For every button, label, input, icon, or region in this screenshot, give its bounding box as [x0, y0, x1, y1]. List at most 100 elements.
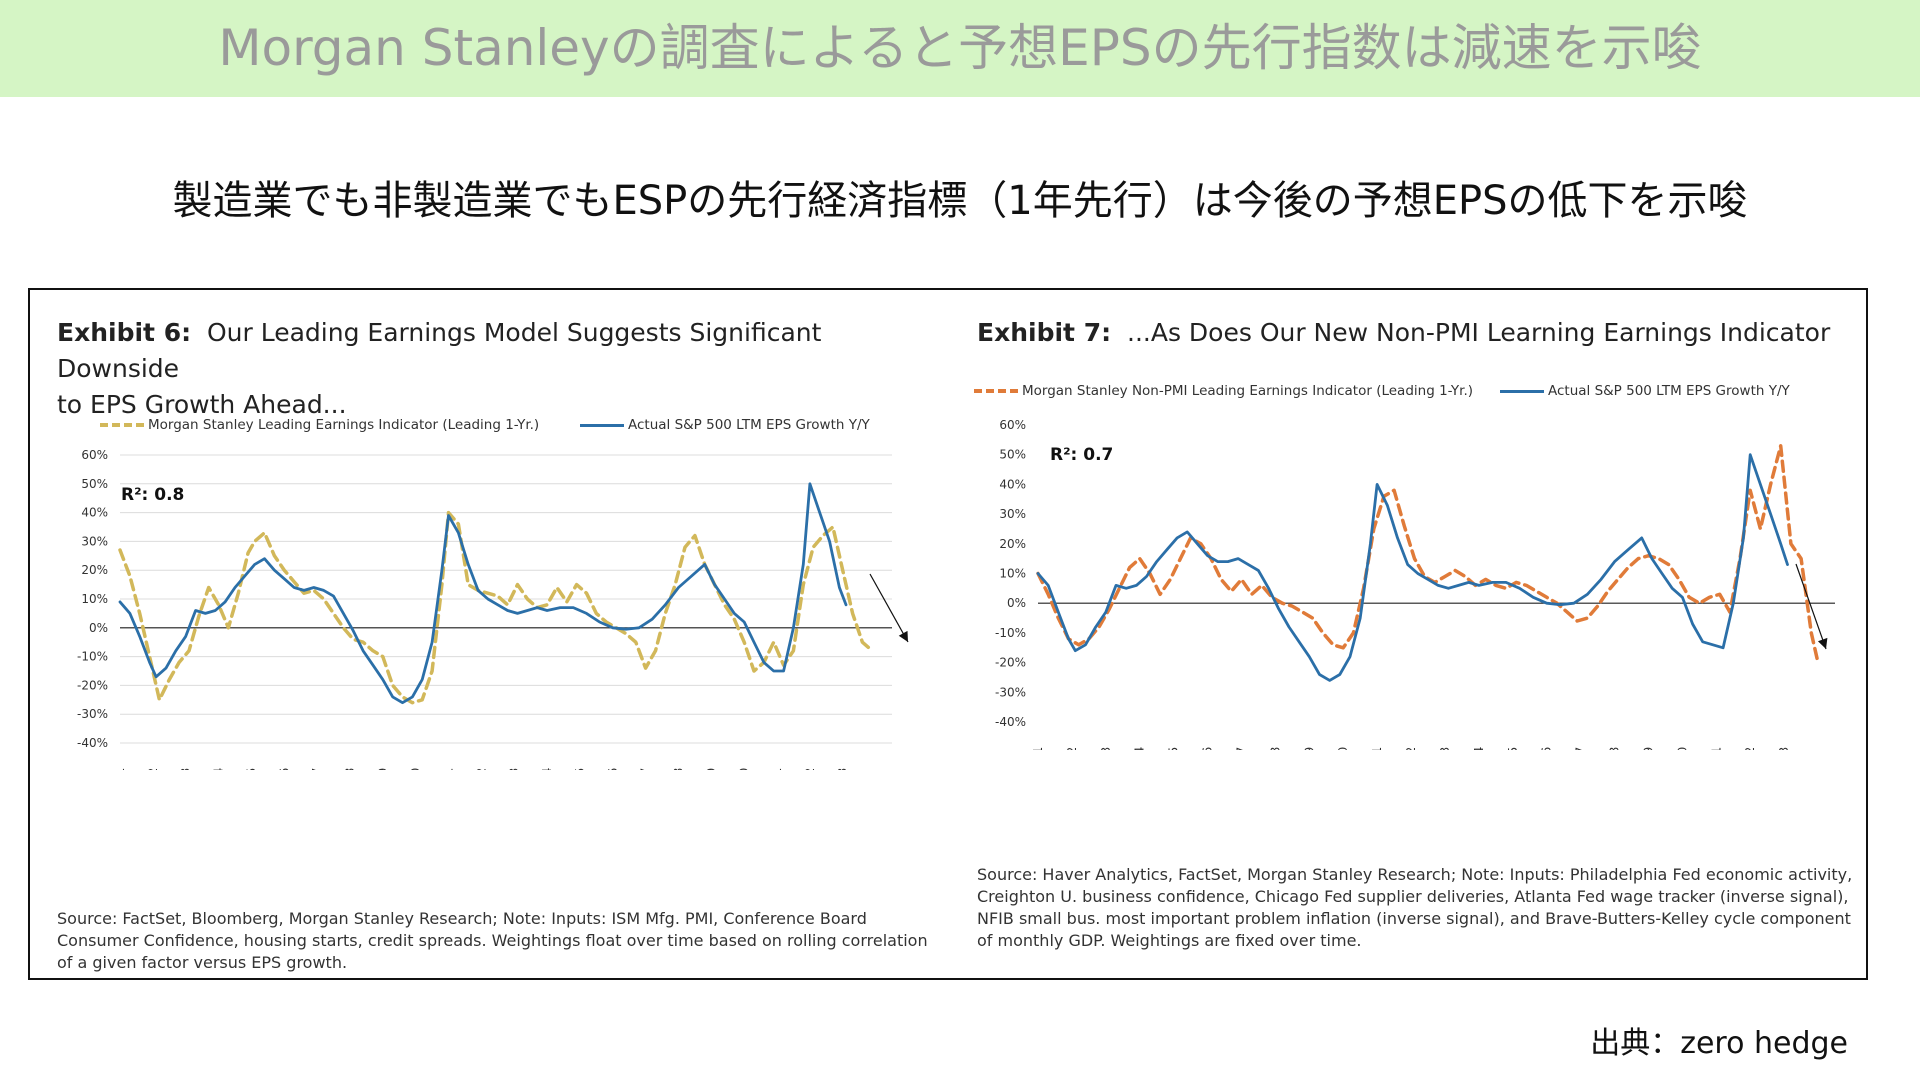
y-tick-label: 0%	[89, 621, 108, 635]
x-tick-label: 2005	[244, 768, 258, 770]
x-tick-label: 2020	[737, 768, 751, 770]
leading-indicator-line	[118, 510, 875, 705]
x-tick-label: 2014	[1472, 747, 1486, 750]
x-tick-label: 2023	[1777, 747, 1791, 750]
downside-arrow-head	[1817, 637, 1828, 649]
exhibit-6-title-line2: to EPS Growth Ahead...	[57, 390, 347, 419]
x-tick-label: 2002	[146, 768, 160, 770]
y-tick-label: -30%	[77, 707, 108, 721]
exhibit-6-title: Exhibit 6: Our Leading Earnings Model Su…	[57, 315, 940, 423]
x-tick-label: 2013	[1438, 747, 1452, 750]
x-tick-label: 2012	[1404, 747, 1418, 750]
exhibit-6-r2: R²: 0.8	[121, 485, 185, 505]
y-tick-label: -20%	[77, 678, 108, 692]
actual-eps-line	[118, 482, 848, 705]
legend-label: Actual S&P 500 LTM EPS Growth Y/Y	[1548, 383, 1790, 399]
x-tick-label: 2017	[639, 768, 653, 770]
x-tick-label: 2014	[540, 768, 554, 770]
y-tick-label: -10%	[995, 626, 1026, 640]
y-tick-label: 40%	[81, 506, 108, 520]
source-line: Source: FactSet, Bloomberg, Morgan Stanl…	[57, 909, 867, 928]
exhibit-7-legend: Morgan Stanley Non-PMI Leading Earnings …	[974, 383, 1854, 403]
y-tick-label: -10%	[77, 650, 108, 664]
source-line: Consumer Confidence, housing starts, cre…	[57, 931, 928, 950]
x-tick-label: 2021	[770, 768, 784, 770]
x-tick-label: 2001	[113, 768, 127, 770]
source-line: of a given factor versus EPS growth.	[57, 953, 348, 972]
legend-item-leading-indicator: Morgan Stanley Leading Earnings Indicato…	[100, 417, 539, 433]
legend-label: Morgan Stanley Non-PMI Leading Earnings …	[1022, 383, 1474, 399]
y-tick-label: 40%	[999, 477, 1026, 491]
y-tick-label: 60%	[999, 418, 1026, 432]
x-tick-label: 2015	[1506, 747, 1520, 750]
downside-arrow-head	[898, 630, 908, 642]
solid-line-swatch	[580, 423, 624, 427]
downside-arrow-line	[869, 573, 909, 643]
x-tick-label: 2017	[1574, 747, 1588, 750]
exhibit-7-r2: R²: 0.7	[1050, 445, 1114, 465]
x-tick-label: 2015	[573, 768, 587, 770]
actual-eps-line	[1036, 453, 1789, 682]
x-tick-label: 2006	[277, 768, 291, 770]
y-tick-label: 30%	[81, 534, 108, 548]
leading-indicator-line	[1036, 444, 1820, 665]
exhibit-7-chart: -40% -30% -20% -10% 0% 10% 20% 30% 40% 50% 60% 2001…	[995, 418, 1835, 750]
y-tick-label: 20%	[81, 563, 108, 577]
x-tick-label: 2018	[1608, 747, 1622, 750]
x-tick-label: 2008	[343, 768, 357, 770]
x-tick-label: 2019	[1641, 747, 1655, 750]
x-tick-label: 2007	[310, 768, 324, 770]
exhibit-7-source: Source: Haver Analytics, FactSet, Morgan…	[977, 864, 1852, 952]
dashed-line-swatch	[100, 423, 144, 427]
exhibit-6-title-line1: Our Leading Earnings Model Suggests Sign…	[57, 318, 822, 383]
legend-label: Morgan Stanley Leading Earnings Indicato…	[148, 417, 540, 433]
y-tick-label: 10%	[81, 592, 108, 606]
x-tick-label: 2009	[376, 768, 390, 770]
legend-label: Actual S&P 500 LTM EPS Growth Y/Y	[628, 417, 870, 433]
y-tick-label: -40%	[995, 715, 1026, 729]
exhibit-7-panel: Exhibit 7: ...As Does Our New Non-PMI Le…	[950, 290, 1868, 978]
x-tick-label: 2021	[1709, 747, 1723, 750]
x-tick-label: 2018	[671, 768, 685, 770]
source-line: of monthly GDP. Weightings are fixed ove…	[977, 931, 1362, 950]
x-tick-label: 2004	[212, 768, 226, 770]
exhibit-7-label: Exhibit 7:	[977, 318, 1112, 347]
x-tick-label: 2010	[409, 768, 423, 770]
page-subtitle: 製造業でも非製造業でもESPの先行経済指標（1年先行）は今後の予想EPSの低下を…	[172, 178, 1748, 224]
x-tick-label: 2016	[606, 768, 620, 770]
source-line: NFIB small bus. most important problem i…	[977, 909, 1851, 928]
exhibit-6-legend: Morgan Stanley Leading Earnings Indicato…	[100, 417, 920, 437]
downside-arrow-line	[1795, 563, 1827, 650]
exhibit-6-panel: Exhibit 6: Our Leading Earnings Model Su…	[30, 290, 940, 978]
x-tick-label: 2013	[507, 768, 521, 770]
x-tick-label: 2011	[1370, 747, 1384, 750]
x-tick-label: 2012	[474, 768, 488, 770]
source-line: Source: Haver Analytics, FactSet, Morgan…	[977, 865, 1853, 884]
y-tick-label: 10%	[999, 567, 1026, 581]
source-line: Creighton U. business confidence, Chicag…	[977, 887, 1849, 906]
exhibits-frame: Exhibit 6: Our Leading Earnings Model Su…	[28, 288, 1868, 980]
exhibit-6-source: Source: FactSet, Bloomberg, Morgan Stanl…	[57, 908, 928, 974]
solid-line-swatch	[1500, 389, 1544, 393]
exhibit-7-title: Exhibit 7: ...As Does Our New Non-PMI Le…	[977, 315, 1830, 351]
x-tick-label: 2022	[1743, 747, 1757, 750]
x-tick-label: 2008	[1268, 747, 1282, 750]
legend-item-non-pmi-indicator: Morgan Stanley Non-PMI Leading Earnings …	[974, 383, 1473, 399]
y-tick-label: 30%	[999, 507, 1026, 521]
x-tick-label: 2016	[1540, 747, 1554, 750]
x-tick-label: 2023	[836, 768, 850, 770]
x-tick-label: 2022	[803, 768, 817, 770]
page-title: Morgan Stanleyの調査によると予想EPSの先行指数は減速を示唆	[218, 19, 1702, 77]
x-tick-label: 2009	[1302, 747, 1316, 750]
y-tick-label: -40%	[77, 736, 108, 750]
source-credit: 出典：zero hedge	[1590, 1026, 1848, 1061]
x-tick-label: 2002	[1065, 747, 1079, 750]
y-tick-label: -30%	[995, 685, 1026, 699]
x-tick-label: 2001	[1031, 747, 1045, 750]
title-banner	[0, 0, 1920, 97]
exhibit-6-label: Exhibit 6:	[57, 318, 192, 347]
exhibit-6-chart: -40% -30% -20% -10% 0% 10% 20% 30% 40% 50% 60% 2001…	[77, 448, 909, 770]
y-tick-label: 50%	[81, 477, 108, 491]
x-tick-label: 2004	[1133, 747, 1147, 750]
x-tick-label: 2019	[704, 768, 718, 770]
